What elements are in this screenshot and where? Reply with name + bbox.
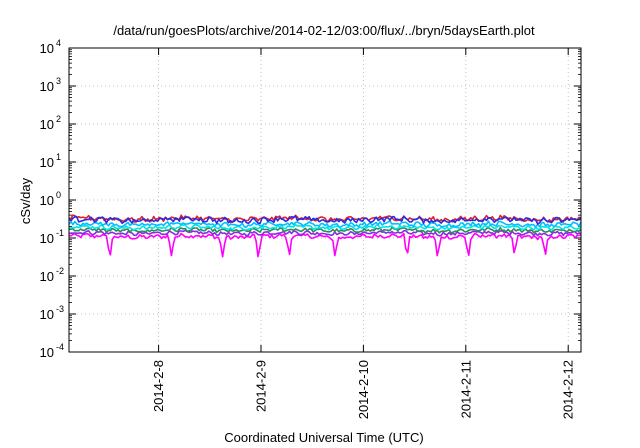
series-line <box>68 229 582 237</box>
series-line <box>68 215 582 225</box>
y-tick-label: 10 -2 <box>40 266 64 284</box>
series-group <box>68 214 582 258</box>
y-tick-label: 10 2 <box>40 114 61 132</box>
y-tick-base: 10 <box>40 155 54 170</box>
series-line <box>68 232 582 258</box>
x-tick-label: 2014-2-11 <box>458 360 473 418</box>
y-tick-exponent: 3 <box>56 76 61 86</box>
y-tick-base: 10 <box>40 41 54 56</box>
x-tick-label: 2014-2-9 <box>254 360 269 412</box>
y-tick-label: 10 3 <box>40 76 61 94</box>
series-line <box>68 223 582 231</box>
y-tick-exponent: -4 <box>56 342 64 352</box>
y-tick-base: 10 <box>40 117 54 132</box>
x-axis-label: Coordinated Universal Time (UTC) <box>224 430 423 445</box>
y-tick-exponent: -3 <box>56 304 64 314</box>
y-tick-base: 10 <box>40 345 54 360</box>
y-tick-label: 10 -4 <box>40 342 64 360</box>
chart-title: /data/run/goesPlots/archive/2014-02-12/0… <box>113 23 535 38</box>
series-line <box>68 226 582 234</box>
y-tick-exponent: 0 <box>56 190 61 200</box>
plot-frame <box>68 47 582 353</box>
y-tick-label: 10 -1 <box>40 228 64 246</box>
series-line <box>68 220 582 228</box>
y-axis-label: cSv/day <box>18 177 33 224</box>
y-tick-label: 10 0 <box>40 190 61 208</box>
series-line <box>68 214 582 224</box>
y-tick-base: 10 <box>40 307 54 322</box>
y-tick-label: 10 1 <box>40 152 61 170</box>
y-tick-exponent: 1 <box>56 152 61 162</box>
y-tick-exponent: -2 <box>56 266 64 276</box>
y-tick-base: 10 <box>40 231 54 246</box>
x-tick-label: 2014-2-12 <box>561 360 576 419</box>
x-tick-label: 2014-2-10 <box>356 360 371 419</box>
y-tick-base: 10 <box>40 193 54 208</box>
y-tick-base: 10 <box>40 269 54 284</box>
y-tick-label: 10 4 <box>40 38 61 56</box>
x-tick-labels: 2014-2-8 2014-2-9 2014-2-10 2014-2-11 2014-2… <box>151 360 576 419</box>
y-tick-base: 10 <box>40 79 54 94</box>
y-tick-exponent: 2 <box>56 114 61 124</box>
y-tick-label: 10 -3 <box>40 304 64 322</box>
y-tick-exponent: -1 <box>56 228 64 238</box>
y-tick-exponent: 4 <box>56 38 61 48</box>
x-tick-label: 2014-2-8 <box>151 360 166 412</box>
